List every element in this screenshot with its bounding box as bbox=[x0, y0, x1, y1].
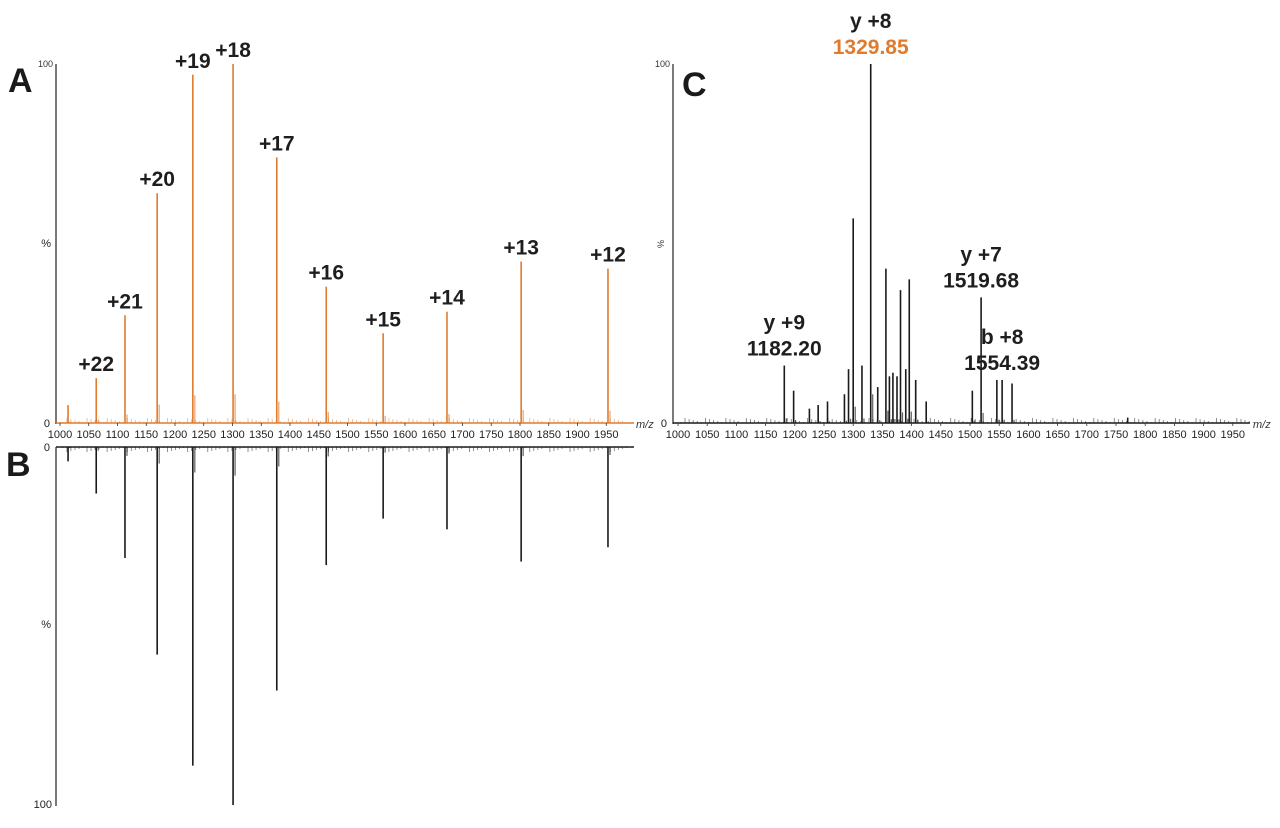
x-tick-label: 1000 bbox=[666, 429, 690, 441]
charge-state-label: +15 bbox=[365, 308, 401, 331]
panel-b-axes: 0 % 100 bbox=[34, 442, 634, 811]
x-tick-label: 1750 bbox=[1104, 429, 1128, 441]
x-tick-label: 1200 bbox=[783, 429, 807, 441]
charge-state-label: +13 bbox=[503, 236, 539, 259]
fragment-mz-label: 1519.68 bbox=[943, 269, 1019, 292]
panel-a-y-label: % bbox=[41, 238, 51, 250]
x-tick-label: 1900 bbox=[1191, 429, 1215, 441]
panel-b-y-bottom: 100 bbox=[34, 799, 52, 811]
x-tick-label: 1450 bbox=[307, 429, 331, 441]
x-tick-label: 1350 bbox=[870, 429, 894, 441]
charge-state-label: +21 bbox=[107, 290, 143, 313]
panel-c-y-label: % bbox=[656, 240, 666, 248]
x-tick-label: 1200 bbox=[163, 429, 187, 441]
x-tick-label: 1250 bbox=[192, 429, 216, 441]
x-tick-label: 1300 bbox=[220, 429, 244, 441]
charge-state-label: +22 bbox=[78, 353, 114, 376]
panel-letter-c: C bbox=[682, 66, 707, 104]
x-tick-label: 1950 bbox=[594, 429, 618, 441]
fragment-mz-label: 1554.39 bbox=[964, 352, 1040, 375]
x-tick-label: 1350 bbox=[249, 429, 273, 441]
x-tick-label: 1600 bbox=[393, 429, 417, 441]
fragment-mz-label: 1182.20 bbox=[747, 338, 822, 361]
x-tick-label: 1500 bbox=[958, 429, 982, 441]
x-tick-label: 1400 bbox=[278, 429, 302, 441]
panel-c-y-zero: 0 bbox=[661, 418, 667, 430]
panel-c-fragment-labels: 1182.20 y +9 1329.85 y +8 1519.68 y +7 1554.39… bbox=[747, 10, 1040, 375]
fragment-ion-label: y +9 bbox=[764, 312, 805, 335]
fragment-ion-label: y +7 bbox=[960, 243, 1001, 266]
x-tick-label: 1500 bbox=[335, 429, 359, 441]
x-tick-label: 1550 bbox=[987, 429, 1011, 441]
fragment-ion-label: y +8 bbox=[850, 10, 892, 33]
panel-c-x-label: m/z bbox=[1253, 419, 1271, 431]
panel-letter-b: B bbox=[6, 446, 31, 484]
x-tick-label: 1700 bbox=[450, 429, 474, 441]
panel-a-y-top: 100 bbox=[38, 59, 53, 69]
x-tick-label: 1900 bbox=[565, 429, 589, 441]
x-tick-label: 1850 bbox=[1162, 429, 1186, 441]
x-tick-label: 1600 bbox=[1016, 429, 1040, 441]
x-tick-label: 1750 bbox=[479, 429, 503, 441]
x-tick-label: 1100 bbox=[725, 429, 749, 441]
panel-a-peaks bbox=[62, 64, 627, 423]
x-tick-label: 1800 bbox=[508, 429, 532, 441]
panel-a-axes: 100 % 0 m/z 1000 1050 1100 1150 1200 1250 1300… bbox=[38, 59, 654, 441]
panel-c-y-top: 100 bbox=[655, 59, 670, 69]
fragment-mz-label: 1329.85 bbox=[833, 36, 909, 59]
panel-a-x-ticks: 1000 1050 1100 1150 1200 1250 1300 1350 1400 1450… bbox=[48, 423, 618, 441]
x-tick-label: 1700 bbox=[1075, 429, 1099, 441]
panel-c-peaks bbox=[680, 64, 1254, 423]
fragment-ion-label: b +8 bbox=[981, 326, 1024, 349]
x-tick-label: 1000 bbox=[48, 429, 72, 441]
charge-state-label: +19 bbox=[175, 50, 211, 73]
panel-a-y-zero: 0 bbox=[44, 418, 50, 430]
x-tick-label: 1150 bbox=[754, 429, 778, 441]
x-tick-label: 1050 bbox=[695, 429, 719, 441]
charge-state-label: +12 bbox=[590, 244, 626, 267]
panel-letter-a: A bbox=[8, 62, 33, 100]
charge-state-label: +18 bbox=[215, 39, 251, 62]
panel-b-y-top: 0 bbox=[44, 442, 50, 454]
x-tick-label: 1150 bbox=[134, 429, 158, 441]
charge-state-label: +17 bbox=[259, 132, 295, 155]
panel-b-peaks bbox=[62, 447, 627, 805]
charge-state-label: +16 bbox=[308, 262, 344, 285]
panel-c-x-ticks: 1000 1050 1100 1150 1200 1250 1300 1350 1400 1450… bbox=[666, 423, 1245, 441]
x-tick-label: 1650 bbox=[422, 429, 446, 441]
panel-a-charge-labels: +22 +21 +20 +19 +18 +17 +16 +15 +14 +13 +12 bbox=[78, 39, 625, 376]
x-tick-label: 1850 bbox=[537, 429, 561, 441]
x-tick-label: 1050 bbox=[77, 429, 101, 441]
x-tick-label: 1950 bbox=[1221, 429, 1245, 441]
x-tick-label: 1650 bbox=[1045, 429, 1069, 441]
panel-c-axes: 100 % 0 m/z 1000 1050 1100 1150 1200 1250 1300… bbox=[655, 59, 1271, 441]
x-tick-label: 1100 bbox=[106, 429, 130, 441]
charge-state-label: +20 bbox=[139, 168, 175, 191]
x-tick-label: 1450 bbox=[929, 429, 953, 441]
panel-a-x-label: m/z bbox=[636, 419, 654, 431]
panel-b-y-label: % bbox=[41, 619, 51, 631]
x-tick-label: 1800 bbox=[1133, 429, 1157, 441]
x-tick-label: 1300 bbox=[841, 429, 865, 441]
charge-state-label: +14 bbox=[429, 287, 465, 310]
x-tick-label: 1400 bbox=[899, 429, 923, 441]
x-tick-label: 1550 bbox=[364, 429, 388, 441]
x-tick-label: 1250 bbox=[812, 429, 836, 441]
